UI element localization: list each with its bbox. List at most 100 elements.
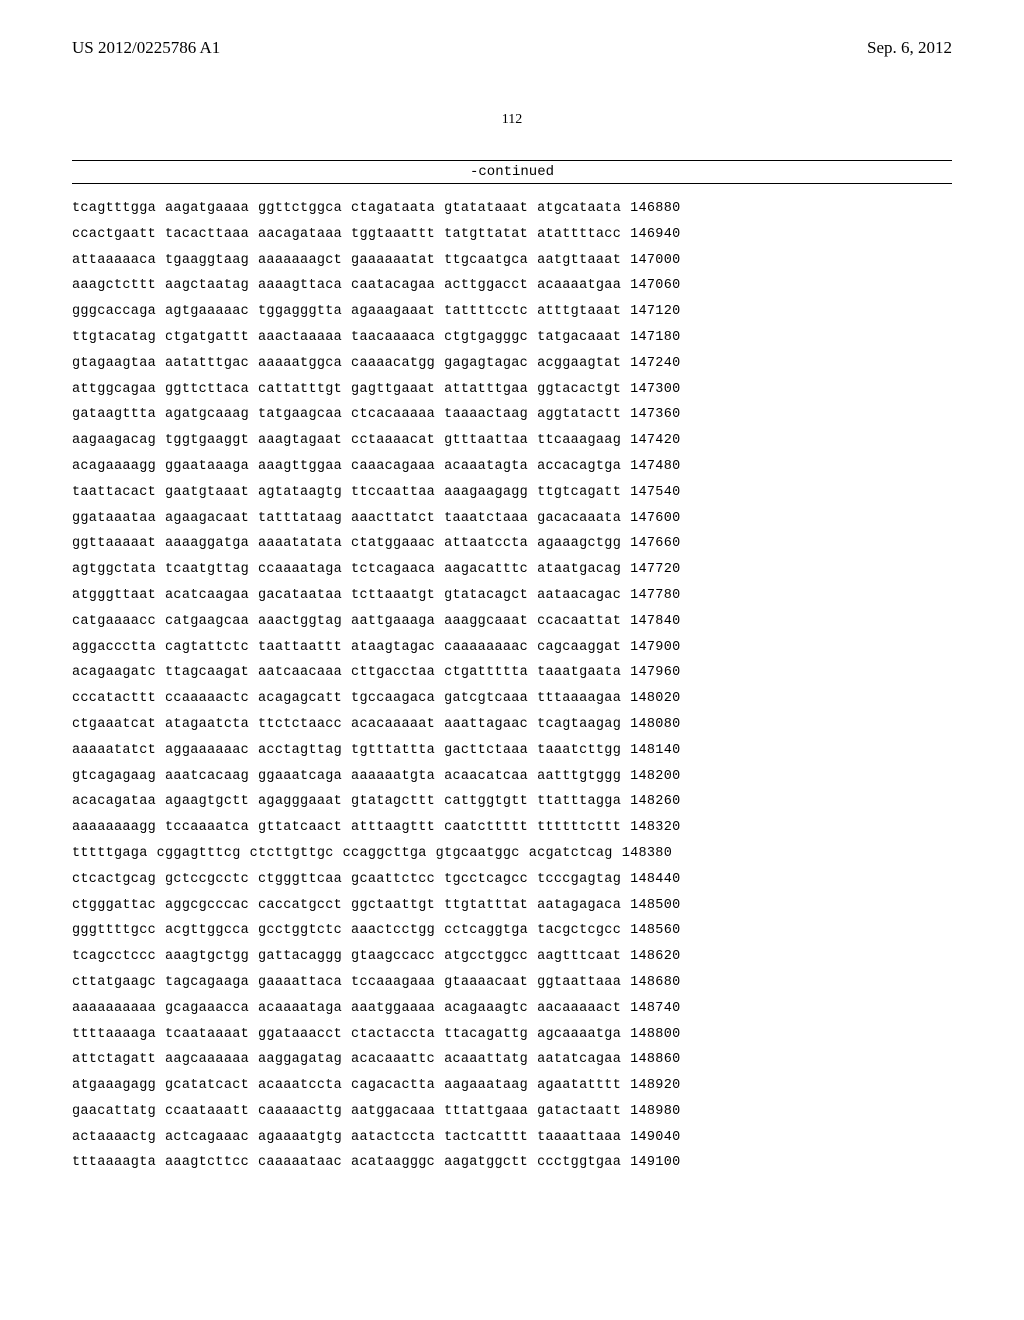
sequence-position: 147420 [630,434,680,448]
sequence-block: agaatatttt [537,1079,621,1093]
sequence-position: 147900 [630,641,680,655]
sequence-block: tttaaaagta [72,1156,156,1170]
sequence-block: gatcgtcaaa [444,692,528,706]
sequence-block: aaactcctgg [351,924,435,938]
sequence-block: tccaaaatca [165,821,249,835]
sequence-row: aggacccttаcagtattctctaattaatttataagtagac… [72,641,952,655]
sequence-block: tggtgaaggt [165,434,249,448]
sequence-position: 147180 [630,331,680,345]
sequence-block: gacttctaaa [444,744,528,758]
sequence-block: aaaaaaaaaa [72,1002,156,1016]
sequence-block: tatttataag [258,512,342,526]
sequence-row: agtggctatatcaatgttagccaaaatagatctcagaaca… [72,563,952,577]
sequence-block: agtataagtg [258,486,342,500]
sequence-row: gataagtttaagatgcaaagtatgaagcaactcacaaaaa… [72,408,952,422]
sequence-block: ggataaataa [72,512,156,526]
sequence-block: taaatcttgg [537,744,621,758]
sequence-position: 148560 [630,924,680,938]
sequence-block: tcccgagtag [537,873,621,887]
sequence-block: agatgcaaag [165,408,249,422]
sequence-block: ttgtcagatt [537,486,621,500]
sequence-row: tttttgagacggagtttcgctcttgttgcccaggcttgag… [72,847,952,861]
sequence-block: taaatctaaa [444,512,528,526]
sequence-block: tatgttatat [444,228,528,242]
sequence-position: 147600 [630,512,680,526]
sequence-block: tacgctcgcc [537,924,621,938]
sequence-row: atgaaagagggcatatcactacaaatcctacagacactta… [72,1079,952,1093]
sequence-position: 148380 [622,847,672,861]
sequence-block: caatacagaa [351,279,435,293]
sequence-block: acacaaattc [351,1053,435,1067]
sequence-block: aagcaaaaaa [165,1053,249,1067]
sequence-row: ggttaaaaataaaaggatgaaaaatatatactatggaaac… [72,537,952,551]
sequence-block: ggttaaaaat [72,537,156,551]
sequence-block: gtttaattaa [444,434,528,448]
sequence-row: attaaaaacatgaaggtaagaaaaaaagctgaaaaaatat… [72,254,952,268]
sequence-block: tttttgaga [72,847,148,861]
sequence-row: acacagataaagaagtgcttagagggaaatgtatagcttt… [72,795,952,809]
sequence-block: agaagtgctt [165,795,249,809]
sequence-position: 148980 [630,1105,680,1119]
sequence-block: ttgtacatag [72,331,156,345]
sequence-block: tatgacaaat [537,331,621,345]
sequence-block: atagaatcta [165,718,249,732]
sequence-block: atattttacc [537,228,621,242]
sequence-row: ttgtacatagctgatgatttaaactaaaaataacaaaaca… [72,331,952,345]
sequence-block: cctaaaacat [351,434,435,448]
sequence-block: caaacagaaa [351,460,435,474]
sequence-block: aaggagatag [258,1053,342,1067]
sequence-block: gaatgtaaat [165,486,249,500]
sequence-block: acagaaagtc [444,1002,528,1016]
sequence-block: tgtttattta [351,744,435,758]
sequence-row: tcagcctcccaaagtgctgggattacaggggtaagccacc… [72,950,952,964]
sequence-block: gagttgaaat [351,383,435,397]
sequence-position: 146940 [630,228,680,242]
sequence-block: tcagcctccc [72,950,156,964]
sequence-block: aaagtcttcc [165,1156,249,1170]
sequence-block: acataagggc [351,1156,435,1170]
sequence-block: agcaaaatga [537,1028,621,1042]
sequence-block: agaaaatgtg [258,1131,342,1145]
sequence-block: agagggaaat [258,795,342,809]
sequence-block: tacacttaaa [165,228,249,242]
sequence-position: 148920 [630,1079,680,1093]
sequence-block: ctgggattac [72,899,156,913]
sequence-position: 148200 [630,770,680,784]
sequence-row: taattacactgaatgtaaatagtataagtgttccaattaa… [72,486,952,500]
sequence-block: acttggacct [444,279,528,293]
sequence-row: tttaaaagtaaaagtcttcccaaaaataacacataagggc… [72,1156,952,1170]
sequence-block: tgaaggtaag [165,254,249,268]
sequence-block: ggtaattaaa [537,976,621,990]
sequence-block: catgaaaacc [72,615,156,629]
sequence-position: 147000 [630,254,680,268]
sequence-block: atgaaagagg [72,1079,156,1093]
continued-label: -continued [72,163,952,181]
sequence-block: taacaaaaca [351,331,435,345]
sequence-block: attctagatt [72,1053,156,1067]
sequence-block: ctgaaatcat [72,718,156,732]
sequence-row: attctagatt aagcaaaaaa aaggagatag acacaaattc… [72,1053,952,1067]
sequence-row: aaaaaaaaaagcagaaaccaacaaaatagaaaatggaaaa… [72,1002,952,1016]
sequence-block: attggcagaa [72,383,156,397]
sequence-block: tcagtaagag [537,718,621,732]
sequence-position: 147540 [630,486,680,500]
sequence-position: 148860 [630,1053,680,1067]
sequence-block: ggttctggca [258,202,342,216]
sequence-block: aaactggtag [258,615,342,629]
sequence-position: 148680 [630,976,680,990]
sequence-block: gtaaaacaat [444,976,528,990]
sequence-block: agaagacaat [165,512,249,526]
sequence-block: taattaattt [258,641,342,655]
sequence-block: gacataataa [258,589,342,603]
sequence-block: accacagtga [537,460,621,474]
sequence-block: ggaaatcaga [258,770,342,784]
sequence-block: aacaaaaact [537,1002,621,1016]
sequence-block: atttgtaaat [537,305,621,319]
sequence-block: ctgatgattt [165,331,249,345]
sequence-block: taattacact [72,486,156,500]
sequence-row: atgggttaatacatcaagaagacataataatcttaaatgt… [72,589,952,603]
sequence-block: gaacattatg [72,1105,156,1119]
sequence-block: aaacttatct [351,512,435,526]
sequence-position: 148500 [630,899,680,913]
sequence-position: 147300 [630,383,680,397]
